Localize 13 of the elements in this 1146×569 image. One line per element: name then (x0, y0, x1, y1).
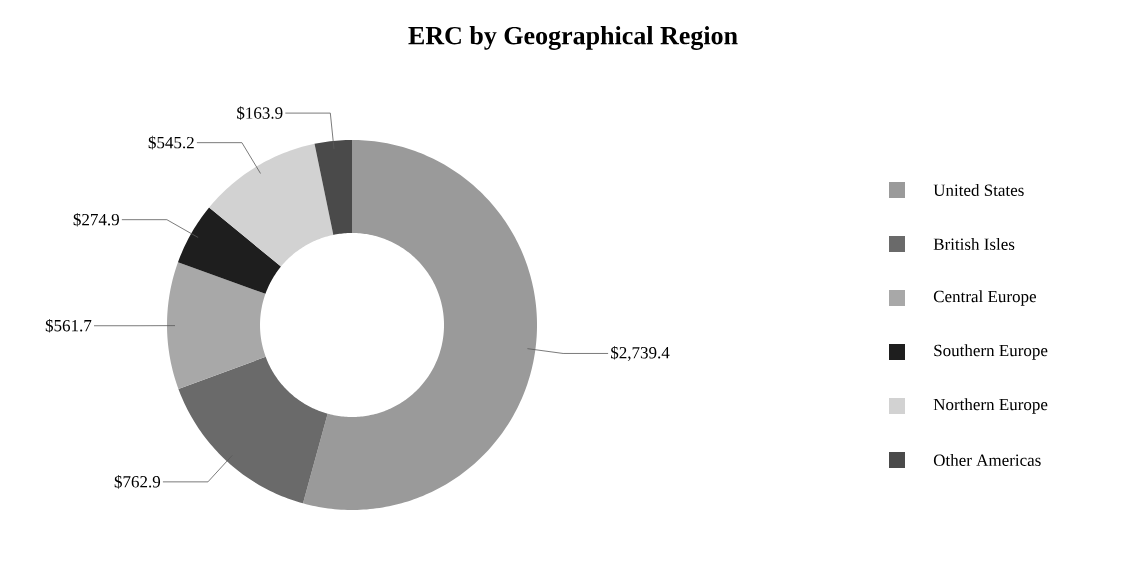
data-label: $2,739.4 (611, 345, 670, 361)
data-label: $163.9 (237, 106, 283, 120)
legend-label: Central Europe (933, 290, 1037, 306)
legend-label: Other Americas (933, 454, 1041, 466)
legend-label: Southern Europe (934, 344, 1048, 360)
legend-label: Northern Europe (933, 398, 1048, 414)
data-label: $274.9 (73, 212, 119, 227)
data-label: $762.9 (114, 475, 161, 489)
data-label: $545.2 (148, 135, 194, 150)
legend-label: United States (933, 184, 1024, 196)
data-label: $561.7 (45, 318, 92, 333)
legend-label: British Isles (933, 238, 1015, 250)
chart-title: ERC by Geographical Region (408, 26, 738, 50)
